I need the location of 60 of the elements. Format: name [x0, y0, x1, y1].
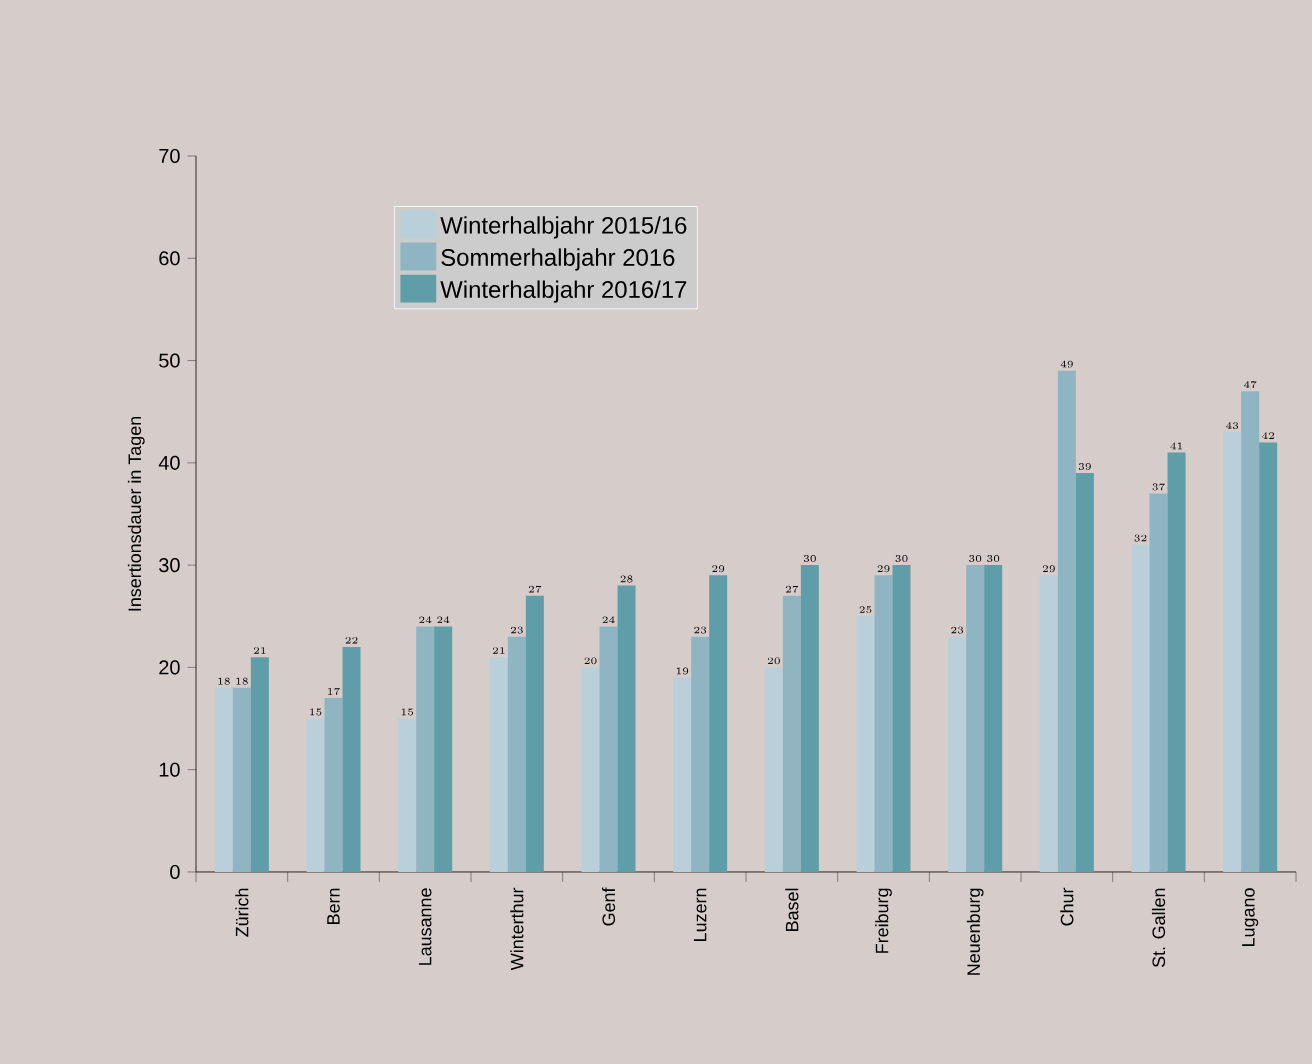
bar — [1259, 442, 1278, 872]
bar — [214, 687, 233, 872]
bar — [1241, 391, 1260, 872]
bar — [599, 626, 618, 872]
x-tick-label: Chur — [1060, 887, 1074, 926]
legend-label: Winterhalbjahr 2015/16 — [440, 216, 687, 239]
x-tick-label: Lugano — [1242, 888, 1259, 946]
y-axis-title: Insertionsdauer in Tagen — [127, 416, 145, 611]
bar — [984, 565, 1003, 872]
bar — [581, 667, 600, 872]
bar — [948, 636, 967, 872]
legend-label: Sommerhalbjahr 2016 — [441, 248, 675, 271]
bar — [434, 626, 453, 872]
bar — [398, 718, 417, 872]
y-tick-label: 30 — [159, 558, 180, 573]
bar — [782, 595, 801, 872]
y-tick-label: 50 — [159, 353, 180, 368]
y-tick-label: 40 — [158, 455, 180, 470]
x-tick-label: Basel — [785, 888, 799, 931]
y-tick-label: 20 — [159, 660, 180, 675]
bar — [489, 657, 508, 872]
x-tick-label: Freiburg — [875, 888, 892, 953]
y-tick-label: 10 — [159, 762, 180, 777]
bar — [250, 657, 269, 872]
bar — [1057, 370, 1076, 872]
x-tick-label: Neuenburg — [966, 888, 984, 975]
x-tick-label: St. Gallen — [1151, 888, 1166, 968]
bar — [1223, 432, 1242, 872]
x-tick-label: Winterthur — [510, 887, 524, 971]
bar — [617, 585, 636, 872]
x-tick-label: Zürich — [235, 888, 249, 937]
bar — [507, 636, 526, 872]
bar — [1149, 493, 1168, 872]
bar — [232, 687, 251, 872]
y-tick-label: 60 — [159, 251, 180, 266]
bar — [1039, 575, 1058, 872]
x-tick-label: Lausanne — [418, 888, 432, 965]
bar — [1167, 452, 1186, 872]
x-tick-label: Bern — [327, 888, 340, 924]
legend-label: Winterhalbjahr 2016/17 — [440, 280, 687, 303]
bar — [709, 575, 728, 872]
y-tick-label: 0 — [170, 864, 180, 880]
bar — [525, 595, 544, 872]
bar — [966, 565, 985, 872]
bar — [874, 575, 893, 872]
bar — [673, 677, 692, 872]
bar — [1075, 473, 1094, 872]
x-tick-label: Genf — [601, 887, 616, 926]
bar — [1131, 544, 1150, 872]
bar — [764, 667, 783, 872]
bar — [800, 565, 819, 872]
bar — [324, 698, 343, 872]
bar — [306, 718, 325, 872]
x-tick-label: Luzern — [693, 888, 707, 941]
y-tick-label: 70 — [159, 148, 180, 164]
bar — [892, 565, 911, 872]
bar — [691, 636, 710, 872]
bar — [342, 646, 361, 872]
bar — [416, 626, 435, 872]
bar — [856, 616, 875, 872]
